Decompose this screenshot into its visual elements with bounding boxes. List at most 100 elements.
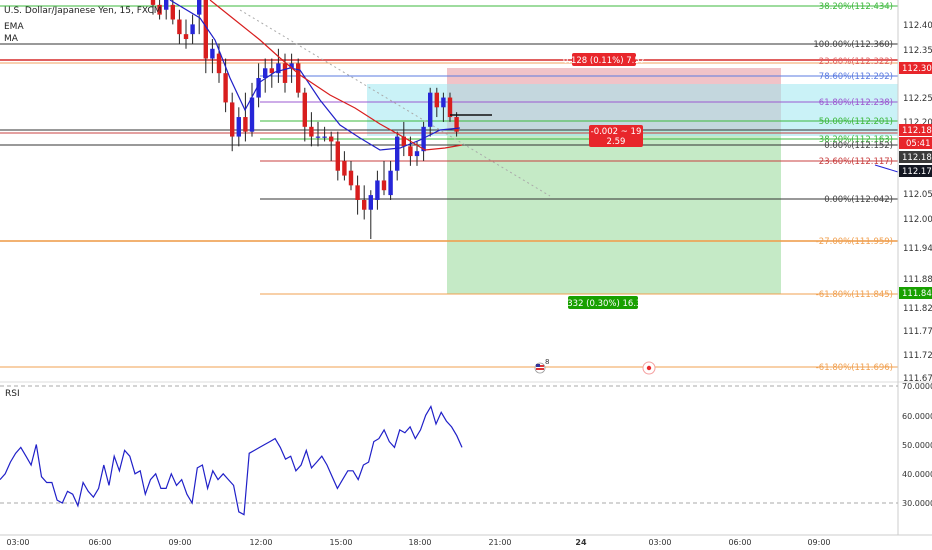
- candle-body[interactable]: [447, 97, 453, 118]
- time-axis[interactable]: 03:00 06:00 09:00 12:00 15:00 18:00 21:0…: [6, 538, 830, 547]
- candle-body[interactable]: [315, 136, 321, 138]
- candle-body[interactable]: [164, 0, 169, 10]
- candle-body[interactable]: [381, 180, 387, 191]
- ema-legend[interactable]: EMA: [4, 22, 24, 32]
- rsi-tick: 30.0000: [902, 499, 932, 508]
- candle-body[interactable]: [342, 160, 347, 176]
- candle-body[interactable]: [276, 63, 281, 74]
- candle-body[interactable]: [296, 63, 301, 93]
- fib-label: 23.60%(112.117): [819, 157, 893, 167]
- candle-body[interactable]: [401, 136, 406, 147]
- ma-legend[interactable]: MA: [4, 34, 18, 44]
- price-tick: 112.350: [903, 46, 932, 56]
- price-tick: 112.050: [903, 190, 932, 200]
- time-tick: 12:00: [249, 538, 272, 547]
- stop-label: 0.332 (0.30%) 16.31: [559, 299, 647, 309]
- price-badge: 05:41: [906, 139, 931, 149]
- fib-label: 0.00%(112.042): [824, 195, 893, 205]
- time-tick: 03:00: [648, 538, 671, 547]
- current-label-1: -0.002 ~ 19: [591, 127, 642, 137]
- candle-body[interactable]: [395, 136, 400, 171]
- rsi-tick: 50.0000: [902, 441, 932, 450]
- price-badge-bg: [899, 62, 932, 74]
- rsi-axis[interactable]: 70.0000 60.0000 50.0000 40.0000 30.0000: [902, 382, 932, 508]
- price-tick: 111.940: [903, 244, 932, 254]
- candle-body[interactable]: [256, 78, 261, 98]
- candle-body[interactable]: [368, 195, 373, 210]
- candle-body[interactable]: [269, 68, 274, 74]
- candle-body[interactable]: [375, 180, 380, 200]
- candle-body[interactable]: [230, 102, 235, 137]
- candle-body[interactable]: [348, 170, 354, 186]
- stop-badge[interactable]: [568, 296, 638, 309]
- candle-body[interactable]: [203, 0, 208, 59]
- us-flag-icon[interactable]: [534, 362, 546, 374]
- candle-body[interactable]: [322, 136, 327, 138]
- fib-label: -27.00%(111.959): [816, 237, 893, 247]
- event-dot-icon[interactable]: [642, 361, 656, 375]
- candle-body[interactable]: [309, 126, 314, 137]
- time-tick: 03:00: [6, 538, 29, 547]
- current-badge[interactable]: [589, 125, 643, 147]
- price-badge: 112.180: [902, 153, 932, 163]
- candle-body[interactable]: [243, 117, 248, 132]
- candle-body[interactable]: [302, 92, 307, 127]
- stop-zone[interactable]: [447, 130, 781, 294]
- rsi-tick: 70.0000: [902, 382, 932, 391]
- symbol-title[interactable]: U.S. Dollar/Japanese Yen, 15, FXCM: [4, 6, 162, 16]
- candle-body[interactable]: [434, 92, 439, 108]
- rsi-tick: 40.0000: [902, 470, 932, 479]
- price-badge: 111.848: [902, 289, 932, 299]
- candle-body[interactable]: [157, 4, 162, 15]
- price-axis[interactable]: 112.400 112.350 112.250 112.200 112.050 …: [903, 21, 932, 384]
- candle-body[interactable]: [170, 4, 175, 20]
- time-tick: 18:00: [408, 538, 431, 547]
- candle-body[interactable]: [183, 34, 189, 40]
- candle-body[interactable]: [150, 0, 156, 5]
- horizontal-levels: [0, 5, 899, 368]
- candle-body[interactable]: [190, 24, 195, 35]
- price-tick: 111.880: [903, 275, 932, 285]
- target-label: 0.128 (0.11%) 7.57: [563, 56, 645, 66]
- fib-label: -61.80%(111.696): [816, 363, 893, 373]
- rsi-label: RSI: [5, 389, 20, 399]
- candle-body[interactable]: [223, 73, 228, 103]
- price-tick: 111.675: [903, 374, 932, 384]
- candle-body[interactable]: [210, 48, 215, 59]
- price-badge: 112.308: [902, 64, 932, 74]
- candle-body[interactable]: [428, 92, 433, 127]
- candle-body[interactable]: [177, 19, 182, 35]
- candle-body[interactable]: [263, 68, 268, 79]
- fib-label: 50.00%(112.201): [819, 117, 893, 127]
- candle-body[interactable]: [355, 185, 360, 200]
- time-tick: 24: [575, 538, 587, 547]
- fib-label: -61.80%(111.845): [816, 290, 893, 300]
- time-tick: 09:00: [168, 538, 191, 547]
- candle-body[interactable]: [216, 53, 222, 74]
- time-tick: 06:00: [728, 538, 751, 547]
- target-badge[interactable]: [572, 53, 636, 66]
- fib-label: 23.60%(112.322): [819, 57, 893, 67]
- candle-body[interactable]: [454, 117, 459, 132]
- candle-body[interactable]: [282, 63, 288, 83]
- candle-body[interactable]: [249, 97, 255, 132]
- price-tick: 111.820: [903, 304, 932, 314]
- candle-body[interactable]: [441, 97, 446, 108]
- candle-body[interactable]: [329, 136, 334, 142]
- candle-body[interactable]: [289, 63, 294, 69]
- time-tick: 06:00: [88, 538, 111, 547]
- price-badges: 112.308 112.182 05:41 112.180 112.178 11…: [899, 62, 932, 299]
- price-tick: 112.400: [903, 21, 932, 31]
- candle-body[interactable]: [414, 151, 420, 157]
- candle-body[interactable]: [421, 126, 426, 152]
- candle-body[interactable]: [197, 0, 202, 15]
- candle-body[interactable]: [335, 141, 340, 171]
- price-tick: 112.200: [903, 118, 932, 128]
- rsi-line: [0, 405, 463, 516]
- candle-body[interactable]: [362, 199, 367, 210]
- candle-body[interactable]: [236, 117, 241, 137]
- price-tick: 111.720: [903, 351, 932, 361]
- candle-body[interactable]: [388, 170, 393, 196]
- candle-body[interactable]: [408, 146, 413, 157]
